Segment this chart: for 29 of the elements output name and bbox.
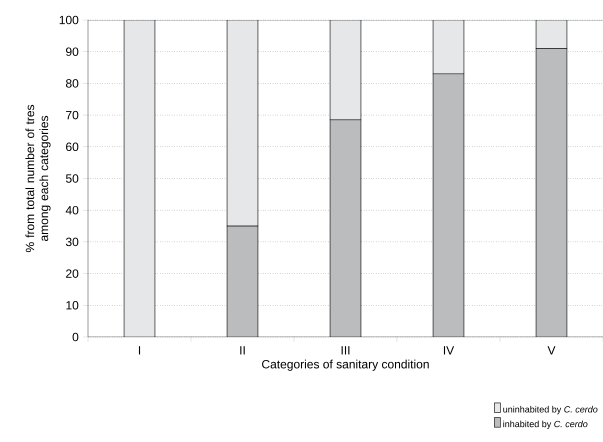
y-tick-label: 100 xyxy=(60,16,78,24)
x-tick-label: II xyxy=(240,346,245,354)
y-axis-title: % from total number of tres among each categories xyxy=(25,104,51,252)
y-tick-label: 40 xyxy=(66,206,78,214)
x-tick-label: I xyxy=(138,346,140,354)
bar xyxy=(330,20,362,120)
legend-label: uninhabited by C. cerdo xyxy=(503,406,598,414)
legend-label: inhabited by C. cerdo xyxy=(503,420,588,429)
bar xyxy=(536,20,568,49)
y-tick-label: 0 xyxy=(72,332,78,342)
bar xyxy=(536,48,568,337)
bar xyxy=(226,20,258,226)
y-tick-label: 50 xyxy=(66,174,78,183)
x-axis-title: Categories of sanitary condition xyxy=(262,360,429,371)
y-tick-label: 60 xyxy=(66,142,78,152)
bar xyxy=(330,120,361,337)
y-tick-label: 70 xyxy=(66,110,78,120)
y-tick-label: 30 xyxy=(66,238,78,246)
bar xyxy=(432,20,464,74)
y-tick-label: 10 xyxy=(66,301,78,310)
x-tick-label: IV xyxy=(444,346,454,354)
y-tick-label: 80 xyxy=(66,79,78,88)
y-tick-label: 20 xyxy=(66,269,78,278)
bar xyxy=(227,226,258,337)
x-tick-label: V xyxy=(548,346,556,354)
y-tick-label: 90 xyxy=(66,47,78,56)
bar xyxy=(124,20,155,337)
x-tick-label: III xyxy=(342,346,350,354)
bar xyxy=(433,74,464,337)
